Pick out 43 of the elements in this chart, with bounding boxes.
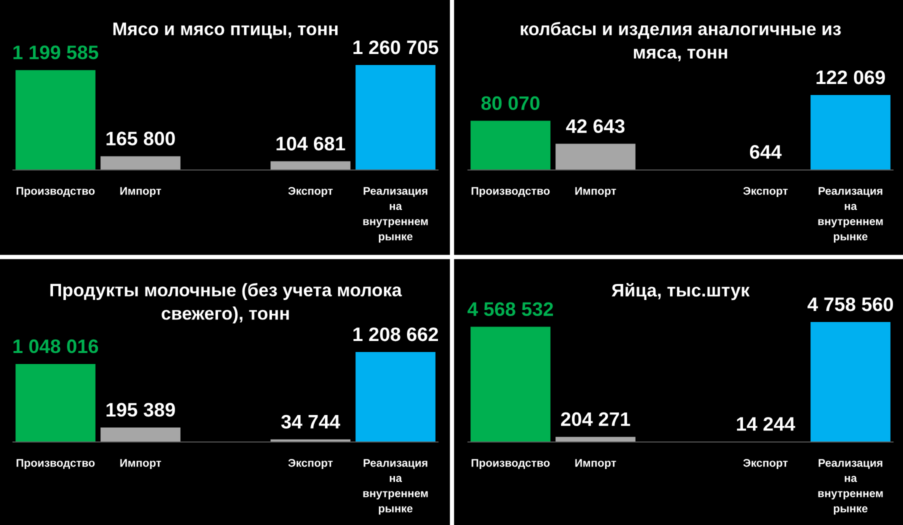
data-label: 80 070: [481, 96, 540, 110]
bar: [356, 352, 436, 442]
x-tick-label: Импорт: [120, 187, 162, 198]
data-label: 1 260 705: [353, 40, 438, 54]
bar: [100, 427, 180, 442]
data-label: 42 643: [566, 119, 625, 134]
x-tick-label: Импорт: [575, 459, 616, 470]
chart-title: колбасы и изделия аналогичные из мяса, тонн: [520, 22, 841, 62]
data-label: 1 199 585: [13, 46, 98, 60]
x-tick-label: Реализация на внутреннем рынке: [818, 459, 883, 515]
data-label: 644: [750, 145, 782, 159]
x-tick-label: Производство: [472, 459, 550, 470]
data-label: 4 758 560: [808, 297, 893, 312]
x-tick-label: Реализация на внутреннем рынке: [363, 459, 428, 515]
chart-title: Мясо и мясо птицы, тонн: [113, 22, 338, 39]
data-label: 1 048 016: [13, 339, 98, 354]
chart-title: Яйца, тыс.штук: [612, 283, 750, 300]
bar: [16, 70, 96, 170]
x-tick-label: Реализация на внутреннем рынке: [363, 187, 428, 243]
x-tick-label: Импорт: [575, 187, 616, 198]
x-tick-label: Экспорт: [288, 186, 333, 198]
x-tick-label: Экспорт: [743, 458, 788, 470]
data-label: 1 208 662: [353, 327, 438, 342]
x-tick-label: Производство: [472, 187, 550, 198]
data-label: 34 744: [281, 414, 340, 429]
x-tick-label: Реализация на внутреннем рынке: [818, 187, 883, 243]
data-label: 195 389: [106, 402, 175, 417]
data-label: 4 568 532: [468, 302, 553, 316]
x-tick-label: Экспорт: [288, 458, 333, 470]
data-label: 104 681: [276, 136, 346, 150]
x-tick-label: Экспорт: [743, 186, 788, 198]
x-tick-label: Производство: [16, 187, 95, 198]
data-label: 14 244: [736, 417, 796, 431]
x-tick-label: Импорт: [120, 459, 162, 470]
bar: [356, 65, 436, 170]
chart-title: Продукты молочные (без учета молока свежего), тонн: [50, 283, 402, 324]
x-tick-label: Производство: [16, 459, 95, 470]
data-label: 165 800: [106, 132, 175, 146]
bar: [16, 364, 96, 442]
data-label: 204 271: [561, 412, 630, 426]
bar: [270, 161, 350, 170]
data-label: 122 069: [816, 70, 885, 84]
bar: [100, 156, 180, 170]
